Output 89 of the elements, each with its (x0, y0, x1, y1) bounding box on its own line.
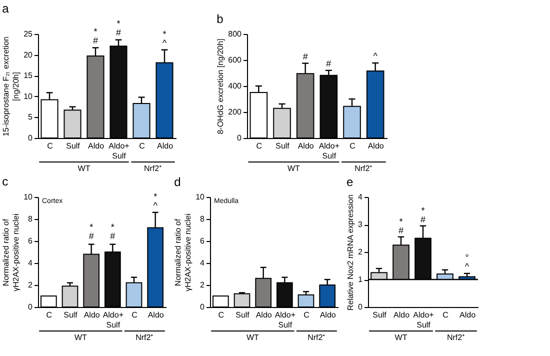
y-tick-label: 3 (358, 220, 364, 229)
text: Nrf2⁺ (446, 333, 466, 342)
y-tick-label: 1 (358, 275, 364, 284)
y-tick-label: 8 (28, 214, 34, 224)
x-tick-label: Aldo+ Sulf (413, 310, 434, 330)
y-tick-label: 2 (358, 248, 364, 256)
y-tick-label: 200 (228, 108, 242, 116)
annotation: * ^ (162, 28, 168, 48)
x-tick-label: C (132, 310, 138, 320)
y-tick-label: 400 (228, 82, 242, 90)
annotation: * # (116, 18, 122, 38)
y-tick-label: 8 (200, 214, 206, 224)
y-tick-label: 10 (196, 192, 206, 202)
x-tick-label: Sulf (64, 310, 78, 320)
x-tick-label: Aldo+ Sulf (318, 142, 340, 160)
annotation: * ^ (153, 191, 158, 210)
y-axis-title: 8-OHdG excretion [ng/20h] (216, 38, 226, 134)
x-tick-label: Aldo (148, 310, 164, 320)
y-tick-label: 5 (28, 112, 34, 122)
x-tick-label: C (139, 142, 146, 150)
x-tick-label: Aldo (298, 142, 314, 150)
annotation: # (326, 58, 332, 68)
x-tick-label: C (442, 310, 449, 320)
annotation: * # (398, 216, 404, 236)
text: WT (394, 333, 408, 342)
x-tick-label: Aldo (256, 310, 272, 320)
x-tick-label: Sulf (276, 142, 290, 150)
y-tick-label: 0 (237, 134, 242, 142)
x-tick-label: C (256, 142, 262, 150)
x-tick-label: Aldo (156, 142, 174, 150)
y-tick-label: 6 (200, 236, 206, 246)
annotation: * # (88, 222, 94, 241)
y-tick-label: 2 (28, 280, 34, 290)
text: Nrf2⁺ (136, 333, 154, 342)
x-tick-label: Sulf (66, 142, 81, 150)
y-tick-label: 20 (24, 50, 34, 60)
annotation: * # (110, 222, 116, 241)
y-axis-title: Relative Nox2 mRNA expression (346, 194, 356, 311)
y-tick-label: 4 (28, 258, 34, 268)
y-axis-title: Normalized ratio of γH2AX-positive nuclei (174, 213, 193, 292)
x-tick-label: Sulf (372, 310, 388, 320)
x-tick-label: C (46, 310, 52, 320)
x-tick-label: Aldo (320, 310, 336, 320)
text: Nrf2⁺ (354, 164, 373, 173)
annotation: # (302, 51, 308, 62)
y-tick-label: 0 (358, 302, 364, 312)
x-tick-label: C (304, 310, 310, 320)
y-tick-label: 4 (358, 192, 364, 202)
chart-title: e (346, 175, 354, 189)
x-tick-label: Aldo+ Sulf (108, 142, 130, 160)
y-tick-label: 10 (24, 92, 34, 101)
x-tick-label: Aldo+ Sulf (274, 310, 296, 330)
x-tick-label: C (47, 142, 54, 150)
text: Nrf2⁺ (144, 164, 162, 173)
y-tick-label: 0 (28, 134, 34, 142)
text: WT (246, 333, 259, 342)
y-tick-label: 25 (24, 30, 34, 38)
y-tick-label: 800 (228, 30, 242, 38)
y-axis-title: Normalized ratio of γH2AX-positive nuclei (2, 213, 21, 292)
y-axis-title: 15-isoprostane F₂ₜ excretion [ng/20h] (2, 36, 21, 136)
x-tick-label: C (350, 142, 356, 150)
annotation: ° ^ (464, 252, 470, 272)
y-tick-label: 0 (200, 302, 206, 312)
x-tick-label: Aldo+ Sulf (102, 310, 124, 330)
annotation: * # (420, 206, 426, 224)
x-tick-label: Sulf (236, 310, 250, 320)
x-tick-label: Aldo (84, 310, 100, 320)
y-tick-label: 6 (28, 236, 34, 246)
annotation: ^ (373, 50, 378, 61)
y-tick-label: 2 (200, 280, 206, 290)
chart-title: b (216, 12, 224, 26)
y-tick-label: 15 (24, 71, 34, 80)
text: WT (74, 333, 87, 342)
x-tick-label: C (218, 310, 224, 320)
text: WT (287, 164, 300, 173)
x-tick-label: Aldo (88, 142, 105, 150)
annotation: * # (92, 26, 98, 46)
text: WT (78, 164, 90, 173)
x-tick-label: Aldo (459, 310, 476, 320)
chart-title: a (2, 2, 10, 16)
chart-title: c (2, 174, 8, 188)
y-tick-label: 10 (24, 192, 34, 202)
y-tick-label: 4 (200, 258, 206, 268)
y-tick-label: 600 (228, 56, 242, 64)
x-tick-label: Aldo (393, 310, 410, 320)
chart-title: d (174, 175, 181, 189)
x-tick-label: Aldo (368, 142, 384, 150)
y-tick-label: 0 (28, 302, 34, 312)
text: Nrf2⁺ (308, 333, 326, 342)
